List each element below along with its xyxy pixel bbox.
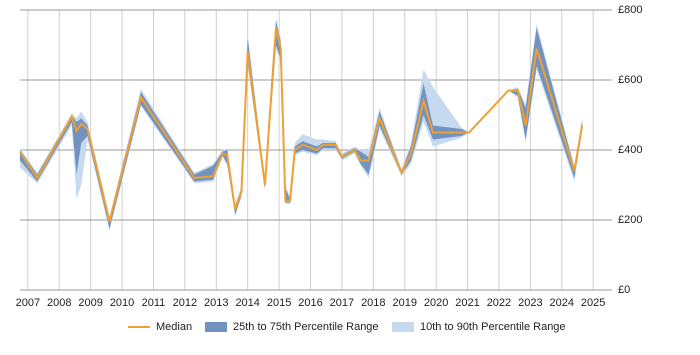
x-tick-label: 2023: [518, 297, 542, 309]
median-line: [19, 27, 584, 222]
legend-swatch: [205, 322, 227, 332]
x-tick-label: 2008: [47, 297, 71, 309]
x-tick-label: 2009: [78, 297, 102, 309]
x-tick-label: 2007: [16, 297, 40, 309]
percentile-band: [20, 18, 583, 231]
x-tick-label: 2019: [392, 297, 416, 309]
y-tick-label: £0: [618, 284, 630, 296]
x-tick-label: 2011: [142, 297, 166, 309]
x-tick-label: 2010: [110, 297, 134, 309]
x-tick-label: 2025: [581, 297, 605, 309]
legend-swatch: [392, 322, 414, 332]
x-tick-label: 2015: [267, 297, 291, 309]
y-tick-label: £800: [618, 4, 642, 16]
x-tick-label: 2022: [487, 297, 511, 309]
legend-label: 25th to 75th Percentile Range: [233, 321, 379, 333]
x-tick-label: 2024: [550, 297, 574, 309]
x-tick-label: 2020: [424, 297, 448, 309]
y-tick-label: £200: [618, 214, 642, 226]
x-tick-label: 2018: [361, 297, 385, 309]
x-tick-label: 2017: [330, 297, 354, 309]
x-tick-label: 2014: [235, 297, 259, 309]
x-tick-label: 2013: [204, 297, 228, 309]
x-tick-label: 2012: [173, 297, 197, 309]
legend-label: 10th to 90th Percentile Range: [420, 321, 566, 333]
x-tick-label: 2021: [455, 297, 479, 309]
y-tick-label: £600: [618, 74, 642, 86]
y-tick-label: £400: [618, 144, 642, 156]
legend-label: Median: [156, 321, 192, 333]
x-tick-label: 2016: [298, 297, 322, 309]
